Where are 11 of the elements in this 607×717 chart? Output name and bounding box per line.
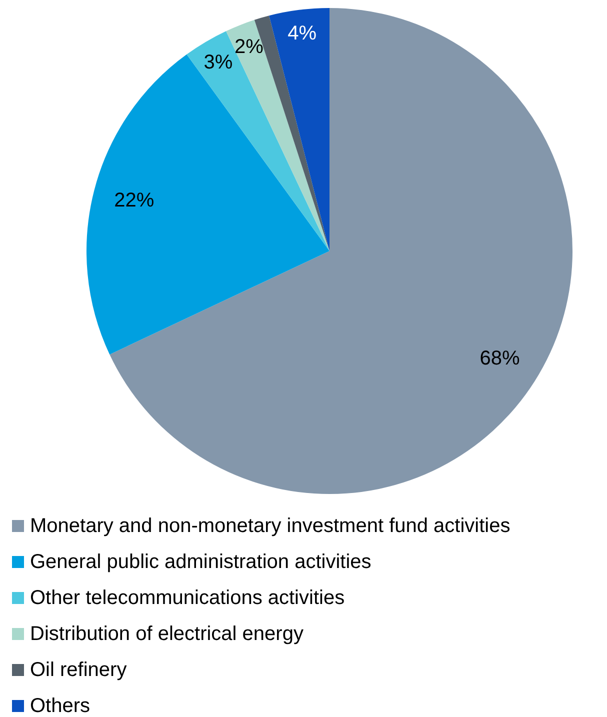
legend-label: Others <box>30 694 90 717</box>
data-label: 4% <box>288 22 317 45</box>
legend-label: Oil refinery <box>30 658 127 682</box>
data-label: 22% <box>114 189 154 212</box>
legend-label: Other telecommunications activities <box>30 586 345 610</box>
legend-label: General public administration activities <box>30 550 372 574</box>
legend-label: Distribution of electrical energy <box>30 622 304 646</box>
data-label: 2% <box>234 36 264 58</box>
legend-label: Monetary and non-monetary investment fund activities <box>30 514 510 538</box>
data-label: 68% <box>480 348 520 370</box>
data-label: 3% <box>204 51 233 74</box>
